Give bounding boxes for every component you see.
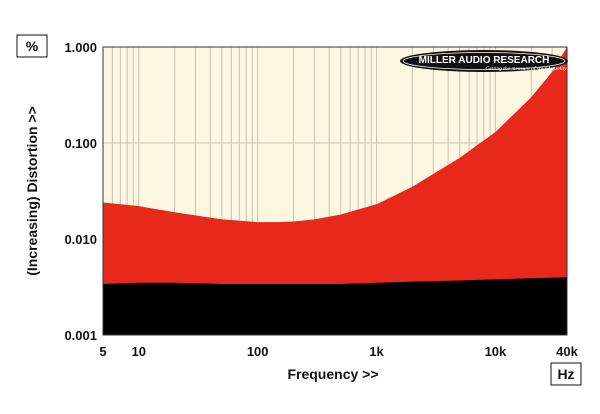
logo-tagline: Getting the measure of sound quality: [485, 65, 567, 72]
x-tick-label: 40k: [556, 344, 578, 359]
x-tick-labels: 5 10 100 1k 10k 40k: [99, 344, 578, 359]
y-unit-box: %: [16, 34, 48, 58]
x-tick-label: 10k: [485, 344, 507, 359]
x-unit-box: Hz: [550, 362, 582, 386]
y-axis-title: (Increasing) Distortion >>: [24, 106, 40, 276]
y-tick-label: 0.100: [64, 136, 97, 151]
y-tick-label: 0.001: [64, 328, 97, 343]
logo-brand-text: MILLER AUDIO RESEARCH: [419, 55, 550, 66]
x-unit-label: Hz: [557, 366, 574, 382]
brand-logo: MILLER AUDIO RESEARCH Getting the measur…: [400, 50, 568, 72]
plot-frame: [102, 46, 568, 336]
y-unit-label: %: [26, 38, 39, 54]
x-axis-title: Frequency >>: [287, 366, 378, 382]
series-area-lower: [103, 277, 567, 335]
y-tick-label: 1.000: [64, 40, 97, 55]
y-tick-label: 0.010: [64, 232, 97, 247]
y-tick-labels: 1.000 0.100 0.010 0.001: [64, 40, 97, 343]
x-tick-label: 10: [132, 344, 146, 359]
x-tick-label: 5: [99, 344, 106, 359]
series-areas: [103, 47, 567, 335]
series-area-upper: [103, 47, 567, 335]
x-tick-label: 100: [247, 344, 269, 359]
x-tick-label: 1k: [369, 344, 384, 359]
